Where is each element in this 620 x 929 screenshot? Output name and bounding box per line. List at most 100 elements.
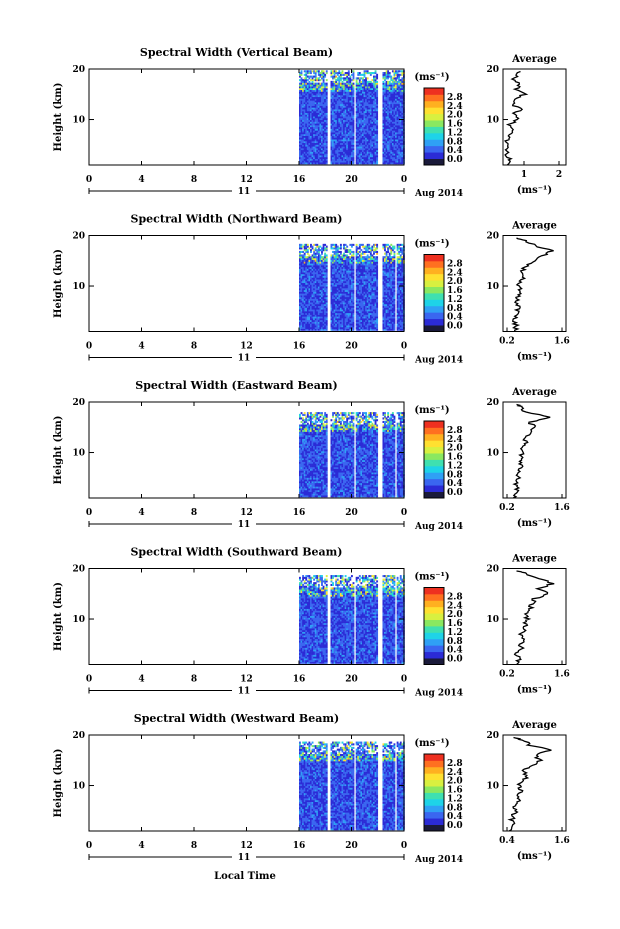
heatmap-cell — [387, 91, 390, 94]
heatmap-cell — [371, 105, 374, 108]
heatmap-cell — [313, 105, 316, 108]
heatmap-cell — [368, 93, 371, 96]
heatmap-cell — [357, 137, 360, 140]
heatmap-cell — [335, 95, 338, 98]
heatmap-cell — [321, 141, 323, 144]
heatmap-cell — [316, 275, 319, 278]
heatmap-cell — [362, 307, 364, 310]
heatmap-cell — [355, 160, 358, 163]
heatmap-cell — [363, 86, 366, 89]
heatmap-cell — [358, 144, 361, 147]
heatmap-cell — [343, 105, 345, 108]
heatmap-cell — [305, 70, 308, 73]
heatmap-cell — [339, 98, 342, 101]
heatmap-cell — [339, 135, 342, 138]
heatmap-cell — [316, 162, 319, 165]
heatmap-cell — [341, 160, 344, 163]
heatmap-cell — [366, 151, 369, 154]
heatmap-cell — [350, 73, 353, 76]
heatmap-cell — [362, 245, 364, 248]
heatmap-cell — [385, 149, 388, 152]
heatmap-cell — [336, 289, 339, 292]
heatmap-cell — [363, 162, 366, 165]
heatmap-cell — [299, 295, 301, 298]
heatmap-cell — [332, 318, 334, 321]
heatmap-cell — [311, 321, 314, 324]
heatmap-cell — [316, 96, 319, 99]
heatmap-cell — [343, 247, 345, 250]
heatmap-cell — [325, 123, 328, 126]
heatmap-cell — [369, 89, 372, 92]
colorbar-swatch — [424, 88, 444, 95]
heatmap-cell — [358, 84, 361, 87]
heatmap-cell — [347, 270, 350, 273]
heatmap-cell — [352, 272, 355, 275]
heatmap-cell — [302, 323, 305, 326]
heatmap-cell — [332, 86, 334, 89]
heatmap-cell — [306, 96, 309, 99]
heatmap-cell — [347, 119, 350, 122]
heatmap-cell — [313, 319, 316, 322]
heatmap-cell — [317, 300, 320, 303]
heatmap-cell — [366, 119, 369, 122]
heatmap-cell — [376, 158, 379, 161]
heatmap-cell — [341, 256, 344, 259]
heatmap-cell — [319, 144, 322, 147]
heatmap-cell — [302, 300, 305, 303]
heatmap-cell — [303, 289, 306, 292]
heatmap-cell — [321, 309, 323, 312]
heatmap-cell — [376, 109, 379, 112]
heatmap-cell — [311, 70, 314, 73]
heatmap-cell — [346, 284, 349, 287]
heatmap-cell — [339, 319, 342, 322]
heatmap-cell — [363, 118, 366, 121]
heatmap-cell — [388, 149, 391, 152]
heatmap-cell — [314, 325, 317, 328]
heatmap-cell — [300, 298, 303, 301]
heatmap-cell — [333, 326, 336, 330]
heatmap-cell — [398, 162, 401, 165]
heatmap-cell — [362, 279, 364, 282]
heatmap-cell — [376, 142, 379, 145]
heatmap-cell — [341, 87, 344, 91]
heatmap-cell — [310, 148, 312, 151]
heatmap-cell — [346, 153, 349, 156]
heatmap-cell — [311, 268, 314, 271]
heatmap-cell — [306, 155, 309, 158]
heatmap-cell — [368, 103, 371, 106]
heatmap-cell — [303, 288, 306, 291]
heatmap-cell — [314, 289, 317, 292]
heatmap-cell — [303, 132, 306, 135]
heatmap-cell — [363, 265, 366, 268]
heatmap-cell — [335, 148, 338, 151]
heatmap-cell — [398, 160, 401, 163]
heatmap-cell — [362, 148, 364, 151]
heatmap-cell — [360, 109, 363, 112]
heatmap-cell — [321, 272, 323, 275]
heatmap-cell — [374, 139, 377, 142]
heatmap-cell — [306, 243, 309, 246]
heatmap-cell — [350, 158, 353, 161]
heatmap-cell — [344, 250, 347, 253]
heatmap-cell — [319, 259, 322, 262]
heatmap-cell — [300, 139, 303, 142]
heatmap-cell — [349, 328, 352, 331]
heatmap-cell — [393, 125, 396, 128]
heatmap-cell — [314, 261, 317, 264]
heatmap-cell — [366, 128, 369, 131]
heatmap-cell — [324, 89, 327, 92]
heatmap-cell — [373, 98, 375, 101]
heatmap-cell — [335, 268, 338, 271]
heatmap-cell — [357, 250, 360, 253]
heatmap-cell — [343, 146, 345, 149]
heatmap-cell — [302, 293, 305, 296]
heatmap-cell — [393, 119, 396, 122]
heatmap-cell — [321, 102, 323, 105]
heatmap-cell — [347, 82, 350, 85]
heatmap-cell — [338, 273, 341, 276]
heatmap-cell — [362, 326, 364, 330]
heatmap-cell — [360, 302, 363, 305]
heatmap-cell — [333, 141, 336, 144]
heatmap-cell — [324, 249, 327, 252]
heatmap-cell — [390, 100, 393, 103]
